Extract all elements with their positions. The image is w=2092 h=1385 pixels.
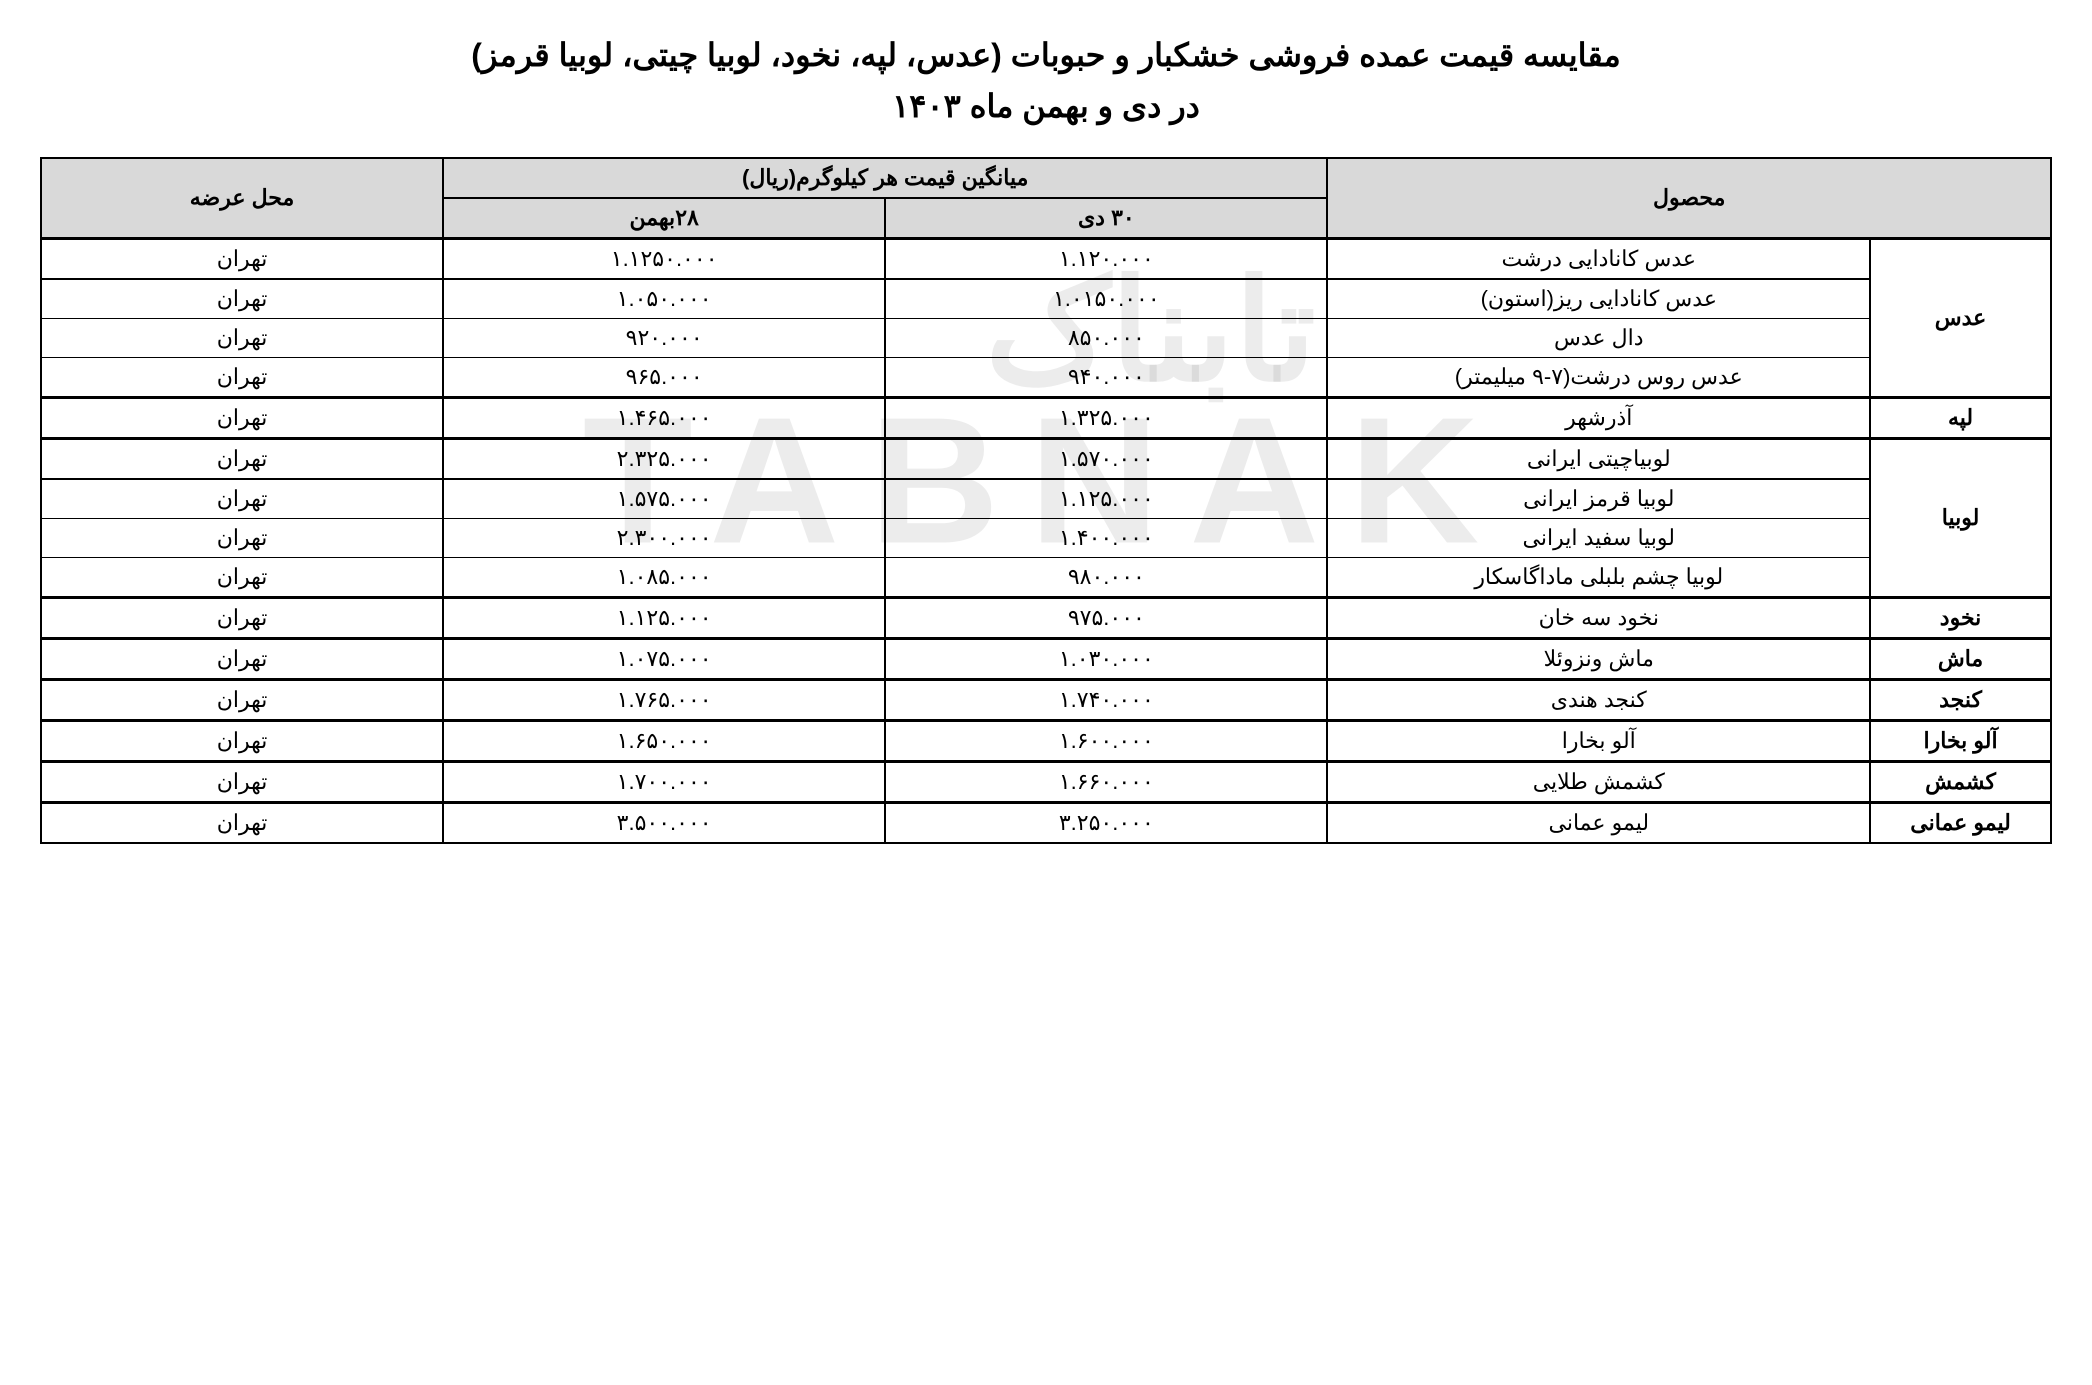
- price-bahman-cell: ۹۲۰.۰۰۰: [443, 319, 885, 358]
- location-cell: تهران: [41, 239, 443, 280]
- category-cell: نخود: [1870, 598, 2051, 639]
- price-bahman-cell: ۱.۴۶۵.۰۰۰: [443, 398, 885, 439]
- product-cell: لوبیا سفید ایرانی: [1327, 519, 1870, 558]
- category-cell: کنجد: [1870, 680, 2051, 721]
- product-cell: لوبیا چشم بلبلی ماداگاسکار: [1327, 558, 1870, 598]
- price-dey-cell: ۹۸۰.۰۰۰: [885, 558, 1327, 598]
- product-cell: لیمو عمانی: [1327, 803, 1870, 844]
- product-cell: آذرشهر: [1327, 398, 1870, 439]
- category-cell: عدس: [1870, 239, 2051, 398]
- price-dey-cell: ۱.۵۷۰.۰۰۰: [885, 439, 1327, 480]
- location-cell: تهران: [41, 762, 443, 803]
- table-row: عدس روس درشت(۷-۹ میلیمتر)۹۴۰.۰۰۰۹۶۵.۰۰۰ت…: [41, 358, 2051, 398]
- header-date-1: ۳۰ دی: [885, 198, 1327, 239]
- price-bahman-cell: ۱.۰۷۵.۰۰۰: [443, 639, 885, 680]
- category-cell: ماش: [1870, 639, 2051, 680]
- category-cell: آلو بخارا: [1870, 721, 2051, 762]
- location-cell: تهران: [41, 639, 443, 680]
- price-dey-cell: ۱.۱۲۵.۰۰۰: [885, 479, 1327, 519]
- price-bahman-cell: ۱.۷۰۰.۰۰۰: [443, 762, 885, 803]
- price-dey-cell: ۱.۶۰۰.۰۰۰: [885, 721, 1327, 762]
- location-cell: تهران: [41, 358, 443, 398]
- location-cell: تهران: [41, 598, 443, 639]
- price-bahman-cell: ۱.۱۲۵۰.۰۰۰: [443, 239, 885, 280]
- header-product: محصول: [1327, 158, 2051, 239]
- product-cell: کشمش طلایی: [1327, 762, 1870, 803]
- price-dey-cell: ۱.۰۱۵۰.۰۰۰: [885, 279, 1327, 319]
- price-dey-cell: ۱.۶۶۰.۰۰۰: [885, 762, 1327, 803]
- table-row: کنجدکنجد هندی۱.۷۴۰.۰۰۰۱.۷۶۵.۰۰۰تهران: [41, 680, 2051, 721]
- price-bahman-cell: ۱.۷۶۵.۰۰۰: [443, 680, 885, 721]
- price-dey-cell: ۱.۱۲۰.۰۰۰: [885, 239, 1327, 280]
- table-row: لوبیا سفید ایرانی۱.۴۰۰.۰۰۰۲.۳۰۰.۰۰۰تهران: [41, 519, 2051, 558]
- price-bahman-cell: ۱.۰۵۰.۰۰۰: [443, 279, 885, 319]
- header-date-2: ۲۸بهمن: [443, 198, 885, 239]
- category-cell: کشمش: [1870, 762, 2051, 803]
- location-cell: تهران: [41, 558, 443, 598]
- product-cell: عدس کانادایی ریز(استون): [1327, 279, 1870, 319]
- price-table: محصول میانگین قیمت هر کیلوگرم(ریال) محل …: [40, 157, 2052, 844]
- price-bahman-cell: ۱.۰۸۵.۰۰۰: [443, 558, 885, 598]
- location-cell: تهران: [41, 680, 443, 721]
- product-cell: نخود سه خان: [1327, 598, 1870, 639]
- table-row: لپهآذرشهر۱.۳۲۵.۰۰۰۱.۴۶۵.۰۰۰تهران: [41, 398, 2051, 439]
- price-bahman-cell: ۱.۱۲۵.۰۰۰: [443, 598, 885, 639]
- price-bahman-cell: ۲.۳۰۰.۰۰۰: [443, 519, 885, 558]
- price-bahman-cell: ۱.۶۵۰.۰۰۰: [443, 721, 885, 762]
- table-row: کشمشکشمش طلایی۱.۶۶۰.۰۰۰۱.۷۰۰.۰۰۰تهران: [41, 762, 2051, 803]
- location-cell: تهران: [41, 721, 443, 762]
- table-body: عدسعدس کانادایی درشت۱.۱۲۰.۰۰۰۱.۱۲۵۰.۰۰۰ت…: [41, 239, 2051, 844]
- price-dey-cell: ۱.۷۴۰.۰۰۰: [885, 680, 1327, 721]
- category-cell: لپه: [1870, 398, 2051, 439]
- price-dey-cell: ۹۴۰.۰۰۰: [885, 358, 1327, 398]
- price-bahman-cell: ۲.۳۲۵.۰۰۰: [443, 439, 885, 480]
- product-cell: عدس روس درشت(۷-۹ میلیمتر): [1327, 358, 1870, 398]
- product-cell: لوبیاچیتی ایرانی: [1327, 439, 1870, 480]
- price-dey-cell: ۱.۳۲۵.۰۰۰: [885, 398, 1327, 439]
- location-cell: تهران: [41, 519, 443, 558]
- table-row: لوبیالوبیاچیتی ایرانی۱.۵۷۰.۰۰۰۲.۳۲۵.۰۰۰ت…: [41, 439, 2051, 480]
- price-bahman-cell: ۱.۵۷۵.۰۰۰: [443, 479, 885, 519]
- product-cell: عدس کانادایی درشت: [1327, 239, 1870, 280]
- title-area: مقایسه قیمت عمده فروشی خشکبار و حبوبات (…: [40, 30, 2052, 132]
- product-cell: کنجد هندی: [1327, 680, 1870, 721]
- location-cell: تهران: [41, 803, 443, 844]
- table-row: لوبیا چشم بلبلی ماداگاسکار۹۸۰.۰۰۰۱.۰۸۵.۰…: [41, 558, 2051, 598]
- product-cell: ماش ونزوئلا: [1327, 639, 1870, 680]
- table-row: لوبیا قرمز ایرانی۱.۱۲۵.۰۰۰۱.۵۷۵.۰۰۰تهران: [41, 479, 2051, 519]
- location-cell: تهران: [41, 319, 443, 358]
- location-cell: تهران: [41, 479, 443, 519]
- location-cell: تهران: [41, 439, 443, 480]
- price-dey-cell: ۹۷۵.۰۰۰: [885, 598, 1327, 639]
- price-dey-cell: ۱.۴۰۰.۰۰۰: [885, 519, 1327, 558]
- table-row: آلو بخاراآلو بخارا۱.۶۰۰.۰۰۰۱.۶۵۰.۰۰۰تهرا…: [41, 721, 2051, 762]
- table-header-row-1: محصول میانگین قیمت هر کیلوگرم(ریال) محل …: [41, 158, 2051, 198]
- location-cell: تهران: [41, 398, 443, 439]
- header-avg-price: میانگین قیمت هر کیلوگرم(ریال): [443, 158, 1327, 198]
- table-row: لیمو عمانیلیمو عمانی۳.۲۵۰.۰۰۰۳.۵۰۰.۰۰۰ته…: [41, 803, 2051, 844]
- price-dey-cell: ۱.۰۳۰.۰۰۰: [885, 639, 1327, 680]
- location-cell: تهران: [41, 279, 443, 319]
- product-cell: لوبیا قرمز ایرانی: [1327, 479, 1870, 519]
- price-bahman-cell: ۹۶۵.۰۰۰: [443, 358, 885, 398]
- table-row: نخودنخود سه خان۹۷۵.۰۰۰۱.۱۲۵.۰۰۰تهران: [41, 598, 2051, 639]
- table-row: دال عدس۸۵۰.۰۰۰۹۲۰.۰۰۰تهران: [41, 319, 2051, 358]
- price-dey-cell: ۳.۲۵۰.۰۰۰: [885, 803, 1327, 844]
- header-location: محل عرضه: [41, 158, 443, 239]
- product-cell: دال عدس: [1327, 319, 1870, 358]
- category-cell: لوبیا: [1870, 439, 2051, 598]
- title-line-1: مقایسه قیمت عمده فروشی خشکبار و حبوبات (…: [471, 37, 1620, 73]
- category-cell: لیمو عمانی: [1870, 803, 2051, 844]
- page-title: مقایسه قیمت عمده فروشی خشکبار و حبوبات (…: [40, 30, 2052, 132]
- table-row: عدس کانادایی ریز(استون)۱.۰۱۵۰.۰۰۰۱.۰۵۰.۰…: [41, 279, 2051, 319]
- price-dey-cell: ۸۵۰.۰۰۰: [885, 319, 1327, 358]
- table-row: ماشماش ونزوئلا۱.۰۳۰.۰۰۰۱.۰۷۵.۰۰۰تهران: [41, 639, 2051, 680]
- table-row: عدسعدس کانادایی درشت۱.۱۲۰.۰۰۰۱.۱۲۵۰.۰۰۰ت…: [41, 239, 2051, 280]
- title-line-2: در دی و بهمن ماه ۱۴۰۳: [892, 88, 1200, 124]
- product-cell: آلو بخارا: [1327, 721, 1870, 762]
- price-bahman-cell: ۳.۵۰۰.۰۰۰: [443, 803, 885, 844]
